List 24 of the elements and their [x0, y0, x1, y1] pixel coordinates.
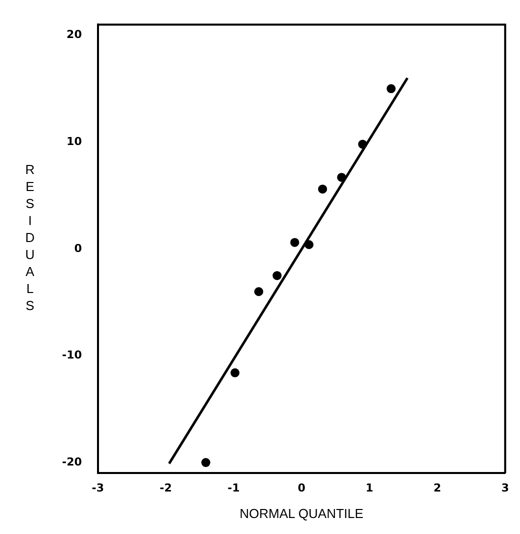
y-tick-label: 10 — [66, 134, 82, 148]
x-tick-label: -3 — [92, 482, 104, 495]
x-tick-label: 3 — [501, 482, 509, 495]
y-tick-label: -20 — [62, 455, 82, 468]
point — [358, 140, 368, 149]
point — [272, 271, 282, 280]
x-tick-label: 1 — [366, 482, 374, 495]
point — [290, 238, 300, 247]
point — [386, 84, 396, 94]
point — [254, 287, 264, 296]
x-tick-label: 0 — [298, 482, 306, 495]
point — [337, 172, 346, 182]
point — [304, 240, 314, 250]
x-tick-label: -1 — [228, 482, 240, 495]
text: RESIDUALS — [25, 162, 35, 312]
x-tick-label: -2 — [160, 482, 172, 495]
y-tick-label: 20 — [66, 28, 82, 42]
x-tick-label: 2 — [433, 482, 442, 495]
point — [230, 368, 240, 378]
y-tick-label: 0 — [74, 242, 82, 255]
x-axis-title: NORMAL QUANTILE — [240, 506, 364, 521]
y-tick-label: -10 — [62, 348, 82, 362]
point — [318, 184, 328, 194]
point — [201, 458, 210, 468]
